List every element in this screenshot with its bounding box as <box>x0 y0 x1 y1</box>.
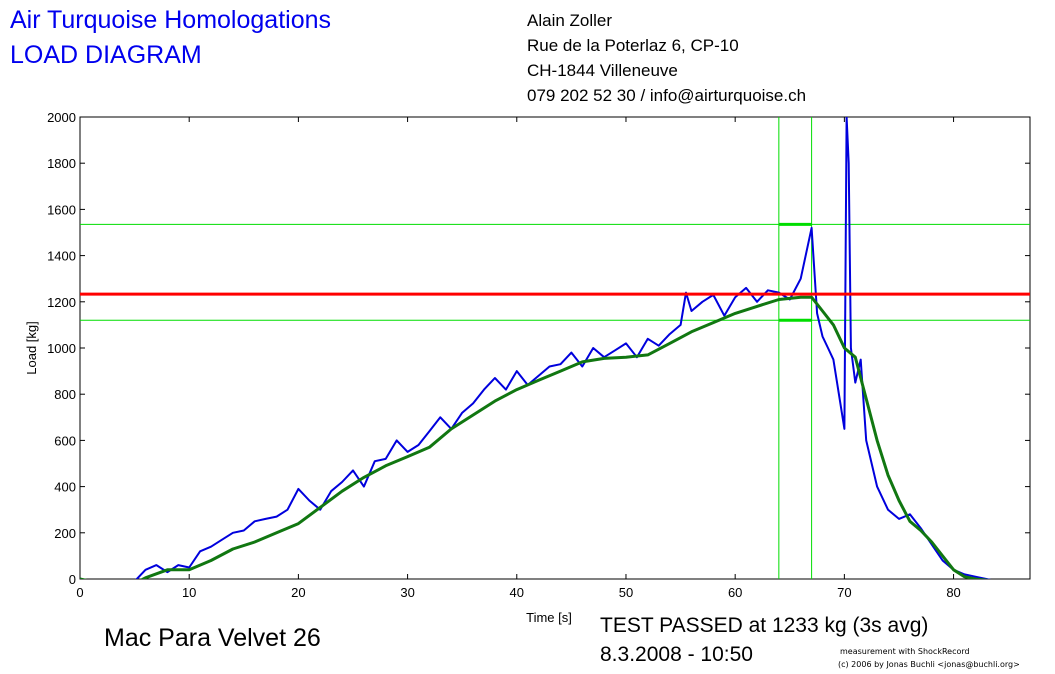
plot-area <box>80 117 1030 579</box>
y-tick-label: 1000 <box>47 341 76 356</box>
y-tick-label: 0 <box>69 572 76 587</box>
x-tick-label: 60 <box>728 585 742 600</box>
y-tick-label: 1800 <box>47 156 76 171</box>
x-tick-label: 70 <box>837 585 851 600</box>
x-tick-label: 40 <box>510 585 524 600</box>
report-title: Air Turquoise Homologations <box>10 6 331 34</box>
address-city: CH-1844 Villeneuve <box>527 61 678 80</box>
y-tick-label: 200 <box>54 526 76 541</box>
x-tick-label: 20 <box>291 585 305 600</box>
credit-copyright: (c) 2006 by Jonas Buchli <jonas@buchli.o… <box>838 660 1020 669</box>
avg-load-line <box>80 295 990 579</box>
credit-measurement: measurement with ShockRecord <box>840 647 970 656</box>
address-name: Alain Zoller <box>527 11 613 30</box>
x-tick-label: 0 <box>76 585 83 600</box>
report-subtitle: LOAD DIAGRAM <box>10 41 202 69</box>
address-street: Rue de la Poterlaz 6, CP-10 <box>527 36 739 55</box>
y-tick-label: 800 <box>54 387 76 402</box>
raw-load-line <box>80 117 992 579</box>
y-tick-label: 1600 <box>47 202 76 217</box>
glider-name: Mac Para Velvet 26 <box>104 624 321 652</box>
y-tick-label: 1400 <box>47 249 76 264</box>
test-result: TEST PASSED at 1233 kg (3s avg) <box>600 614 929 637</box>
x-tick-label: 10 <box>182 585 196 600</box>
x-tick-label: 30 <box>400 585 414 600</box>
x-axis-title: Time [s] <box>526 610 572 625</box>
y-tick-label: 2000 <box>47 110 76 125</box>
y-tick-label: 1200 <box>47 295 76 310</box>
x-tick-label: 50 <box>619 585 633 600</box>
y-tick-label: 400 <box>54 480 76 495</box>
y-axis-label: Load [kg] <box>24 321 39 375</box>
address-contact: 079 202 52 30 / info@airturquoise.ch <box>527 86 807 105</box>
x-tick-label: 80 <box>946 585 960 600</box>
test-datetime: 8.3.2008 - 10:50 <box>600 643 753 666</box>
y-axis-title: Load [kg] <box>24 321 39 375</box>
y-tick-label: 600 <box>54 433 76 448</box>
